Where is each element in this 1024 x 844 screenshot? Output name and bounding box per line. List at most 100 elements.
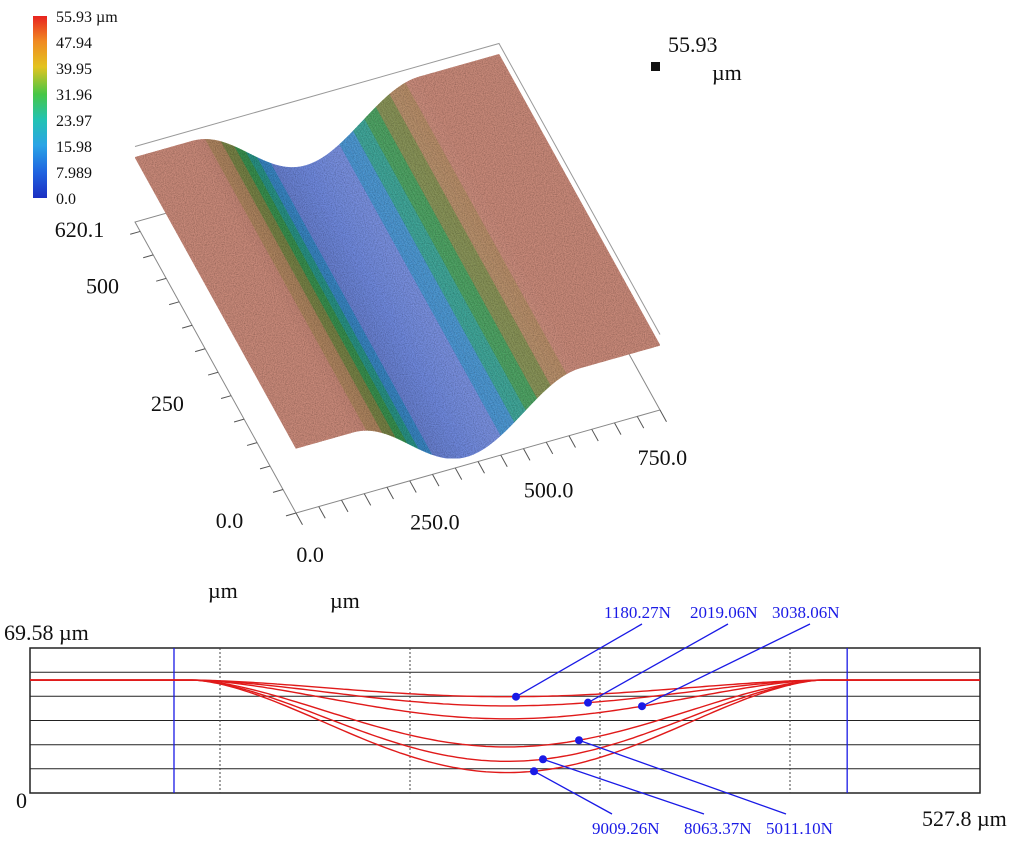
y-tick-mark xyxy=(207,371,219,376)
x-tick-mark xyxy=(409,480,417,493)
surface-strip-shade xyxy=(271,163,435,456)
y-tick-label: 620.1 xyxy=(55,217,105,242)
z-max-unit: µm xyxy=(712,60,742,85)
color-scale-legend: 55.93 µm 47.94 39.95 31.96 23.97 15.98 7.989 0.… xyxy=(33,9,118,208)
force-leader-line xyxy=(542,758,705,815)
surface-strip-shade xyxy=(321,156,485,450)
x-tick-label: 0.0 xyxy=(296,542,324,567)
surface-strip-shade xyxy=(260,158,424,451)
surface-strip-shade xyxy=(230,144,394,437)
x-tick-mark xyxy=(477,461,485,474)
force-label: 1180.27N xyxy=(604,603,671,622)
surface-strip-shade xyxy=(269,162,433,455)
surface-strip-shade xyxy=(394,88,558,382)
surface-strip-shade xyxy=(241,150,406,443)
x-tick-mark xyxy=(295,512,303,525)
surface-strip-shade xyxy=(221,141,385,434)
force-marker-dot xyxy=(583,698,592,707)
color-scale-label: 7.989 xyxy=(56,165,92,182)
surface-strip-shade xyxy=(285,167,449,459)
surface-mesh xyxy=(134,53,661,459)
y-tick-mark xyxy=(259,465,271,470)
surface-strip-shade xyxy=(239,148,403,442)
surface-strip-shade xyxy=(280,166,444,458)
surface-strip-shade xyxy=(287,167,451,459)
profile-x-end-label: 527.8 µm xyxy=(922,806,1007,831)
y-tick-mark xyxy=(246,442,258,446)
surface-strip-shade xyxy=(342,140,506,434)
x-tick-mark xyxy=(500,454,508,468)
x-tick-mark xyxy=(363,493,372,506)
profile-curve xyxy=(30,679,980,720)
surface-strip-shade xyxy=(257,157,422,450)
surface-strip-shade xyxy=(346,135,510,429)
surface-strip-shade xyxy=(357,123,522,418)
y-tick-mark xyxy=(272,489,284,493)
surface-strip-shade xyxy=(210,139,374,431)
surface-strip-shade xyxy=(355,126,519,420)
surface-strip-shade xyxy=(330,150,494,444)
y-axis-unit: µm xyxy=(208,578,238,603)
force-marker-dot xyxy=(637,702,646,711)
y-tick-label: 0.0 xyxy=(216,508,244,533)
surface-strip-shade xyxy=(219,141,383,433)
color-scale-label: 31.96 xyxy=(56,87,92,104)
color-scale-bar xyxy=(33,16,47,198)
color-scale-label: 47.94 xyxy=(56,35,92,52)
profile-vertical-markers xyxy=(173,648,848,793)
profile-y-top-label: 69.58 µm xyxy=(4,620,89,645)
surface-strip-shade xyxy=(398,85,563,379)
surface-strip-shade xyxy=(228,144,392,436)
z-max-marker: 55.93 µm xyxy=(651,32,742,85)
profile-curve xyxy=(30,679,980,774)
force-marker-dot xyxy=(511,692,520,701)
surface-strip-shade xyxy=(216,140,381,433)
y-tick-mark xyxy=(220,395,232,399)
surface-strip-shade xyxy=(237,147,401,440)
surface-strip-shade xyxy=(403,82,567,376)
surface-strip-shade xyxy=(266,161,431,454)
profile-curve xyxy=(30,679,980,707)
surface-strip-shade xyxy=(373,106,538,401)
x-tick-label: 250.0 xyxy=(410,510,460,535)
surface-strip-shade xyxy=(401,84,565,377)
y-tick-label: 500 xyxy=(86,274,119,299)
x-tick-label: 750.0 xyxy=(638,445,688,470)
z-max-value: 55.93 xyxy=(668,32,718,57)
surface-strip-shade xyxy=(253,155,417,448)
x-tick-mark xyxy=(636,416,645,429)
y-tick-mark xyxy=(143,254,154,259)
force-leader-line xyxy=(578,739,787,815)
surface-strip-shade xyxy=(264,160,428,453)
surface-strip-shade xyxy=(380,100,544,394)
surface-strip-shade xyxy=(392,90,556,384)
surface-strip-shade xyxy=(251,154,415,447)
surface-strip-shade xyxy=(348,133,513,427)
y-tick-mark xyxy=(156,277,167,282)
surface-strip-shade xyxy=(367,114,531,408)
force-label: 2019.06N xyxy=(690,603,758,622)
surface-strip-shade xyxy=(339,142,504,436)
surface-strip-shade xyxy=(332,148,497,442)
surface-strip-shade xyxy=(244,151,408,444)
force-leader-line xyxy=(587,623,729,704)
force-label: 9009.26N xyxy=(592,819,660,838)
surface-strip-shade xyxy=(337,144,501,438)
surface-strip-shade xyxy=(371,109,535,403)
profile-curve xyxy=(30,679,980,698)
axis-top-outline xyxy=(134,42,661,335)
profile-force-labels: 1180.27N 2019.06N 3038.06N 5011.10N 8063.37N… xyxy=(511,603,840,838)
surface-strip-shade xyxy=(382,98,547,392)
y-tick-mark xyxy=(181,324,193,329)
surface-strip-shade xyxy=(226,143,390,436)
x-tick-mark xyxy=(341,499,349,513)
x-tick-mark xyxy=(545,441,554,455)
color-scale-label: 15.98 xyxy=(56,139,92,156)
surface-strip-shade xyxy=(369,111,533,406)
x-tick-mark xyxy=(454,467,463,480)
force-marker-dot xyxy=(538,755,547,764)
x-tick-mark xyxy=(523,448,531,461)
surface-strip-shade xyxy=(276,165,440,457)
force-marker-dot xyxy=(574,736,583,745)
